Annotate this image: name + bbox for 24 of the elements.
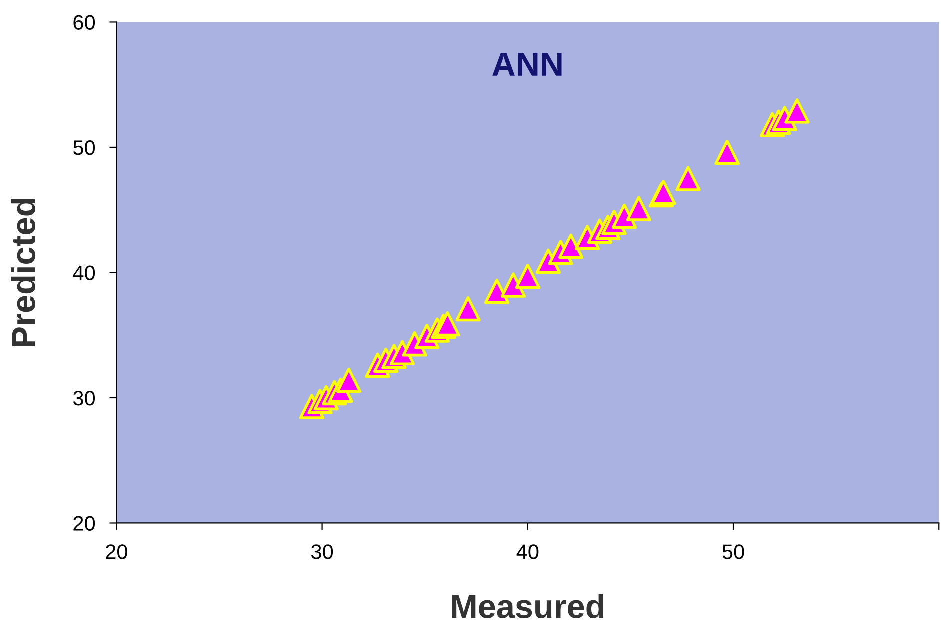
y-tick-label: 50 — [74, 140, 96, 156]
point — [484, 278, 510, 304]
y-tick-label: 60 — [74, 15, 96, 30]
y-tick-label: 40 — [73, 266, 96, 280]
text: ANN — [492, 53, 562, 76]
point — [515, 264, 540, 290]
x-tick-label: 40 — [516, 544, 539, 560]
point — [456, 296, 481, 322]
y-tick-label: 20 — [74, 516, 96, 531]
point — [676, 166, 701, 192]
x-axis-title: Measured — [452, 594, 604, 619]
x-tick-label: 30 — [312, 544, 334, 560]
point — [714, 140, 740, 166]
point — [435, 312, 460, 337]
x-tick-label: 20 — [106, 544, 128, 560]
y-axis-title: Predicted — [11, 198, 36, 346]
point — [784, 98, 810, 124]
point — [500, 272, 526, 298]
point — [626, 196, 652, 222]
x-tick-label: 50 — [722, 544, 744, 560]
y-tick-label: 30 — [73, 390, 96, 406]
point — [612, 204, 638, 229]
point — [558, 234, 584, 260]
point — [336, 368, 362, 394]
